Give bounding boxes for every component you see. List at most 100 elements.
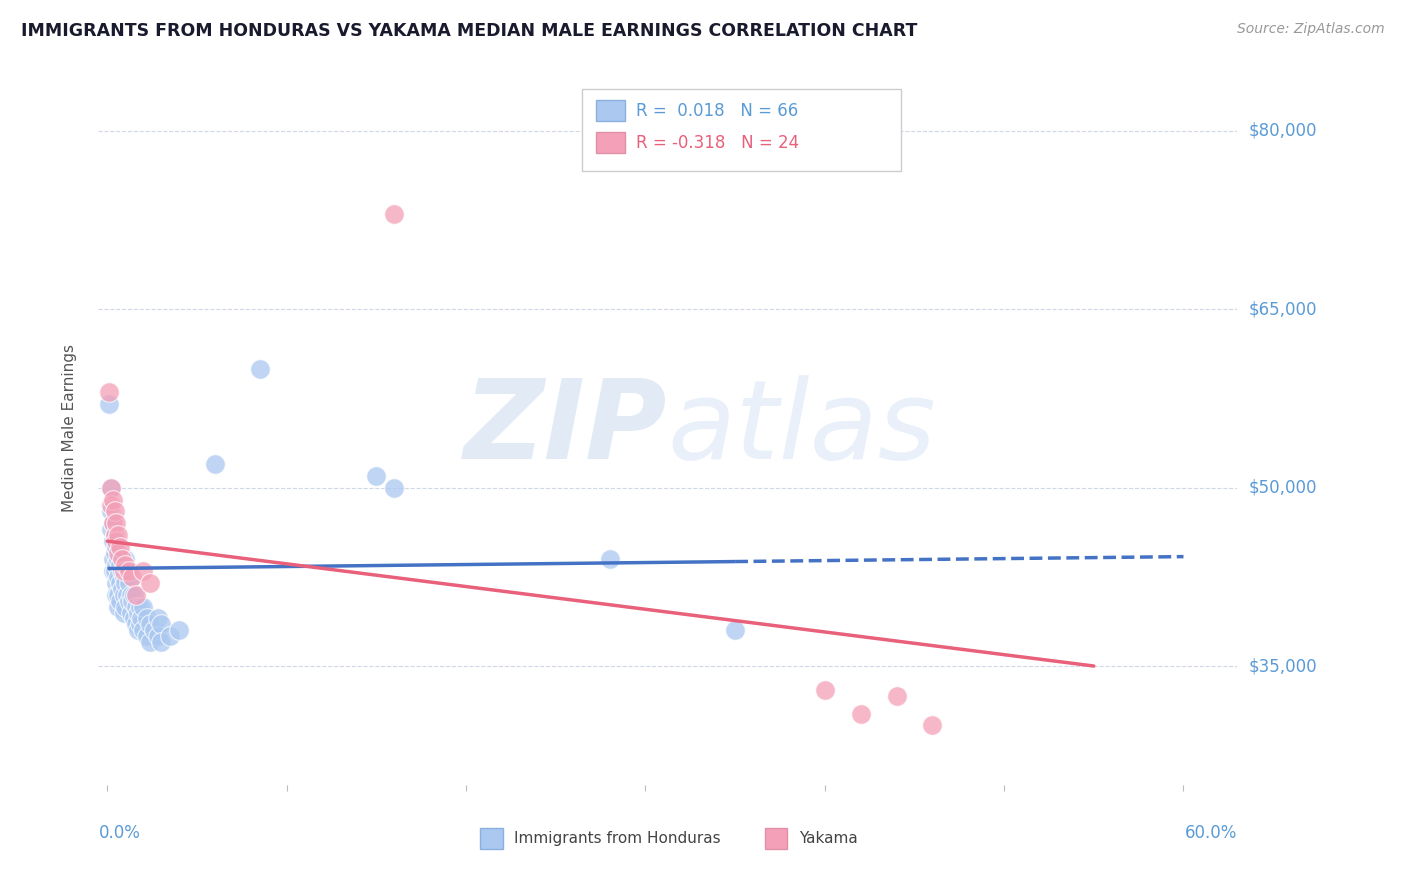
Point <box>107 528 129 542</box>
Point <box>103 546 125 560</box>
Point <box>120 588 142 602</box>
Point <box>101 564 124 578</box>
Text: $65,000: $65,000 <box>1249 301 1317 318</box>
Point <box>849 706 872 721</box>
Point <box>124 611 146 625</box>
Point <box>114 599 136 614</box>
Point <box>128 599 150 614</box>
Point <box>105 540 128 554</box>
Point <box>128 617 150 632</box>
Point <box>143 624 166 638</box>
Point <box>114 558 136 572</box>
Point <box>366 468 388 483</box>
Point <box>135 611 157 625</box>
Y-axis label: Median Male Earnings: Median Male Earnings <box>62 344 77 512</box>
Point <box>101 516 124 531</box>
Point <box>125 588 148 602</box>
Point <box>112 588 135 602</box>
Point <box>107 588 129 602</box>
FancyBboxPatch shape <box>582 89 901 171</box>
Point <box>107 552 129 566</box>
Point <box>103 528 125 542</box>
Point <box>101 516 124 531</box>
Point <box>105 588 128 602</box>
Point <box>108 558 131 572</box>
Point <box>103 528 125 542</box>
Bar <box>479 828 503 849</box>
Point <box>204 457 226 471</box>
Text: $80,000: $80,000 <box>1249 122 1317 140</box>
Point <box>135 629 157 643</box>
Point <box>382 481 405 495</box>
Point <box>112 564 135 578</box>
Bar <box>596 100 624 121</box>
Point <box>100 481 122 495</box>
Point <box>150 635 173 649</box>
Point <box>724 624 747 638</box>
Point <box>814 682 837 697</box>
Point <box>101 534 124 549</box>
Point <box>139 575 162 590</box>
Point <box>125 599 148 614</box>
Point <box>112 606 135 620</box>
Point <box>132 564 155 578</box>
Text: ZIP: ZIP <box>464 375 668 482</box>
Text: 60.0%: 60.0% <box>1185 824 1237 842</box>
Point <box>100 481 122 495</box>
Point <box>115 564 138 578</box>
Point <box>132 624 155 638</box>
Point <box>125 617 148 632</box>
Text: Immigrants from Honduras: Immigrants from Honduras <box>515 831 721 846</box>
Point <box>127 606 149 620</box>
Bar <box>596 132 624 153</box>
Point <box>108 575 131 590</box>
Point <box>131 611 153 625</box>
Point <box>98 385 121 400</box>
Text: R =  0.018   N = 66: R = 0.018 N = 66 <box>636 102 799 120</box>
Point <box>139 617 162 632</box>
Point <box>150 617 173 632</box>
Point <box>159 629 181 643</box>
Point <box>127 624 149 638</box>
Text: $35,000: $35,000 <box>1249 657 1317 675</box>
Point <box>111 582 134 596</box>
Point <box>107 599 129 614</box>
Text: IMMIGRANTS FROM HONDURAS VS YAKAMA MEDIAN MALE EARNINGS CORRELATION CHART: IMMIGRANTS FROM HONDURAS VS YAKAMA MEDIA… <box>21 22 918 40</box>
Point <box>118 564 141 578</box>
Point <box>108 540 131 554</box>
Point <box>105 516 128 531</box>
Point <box>103 564 125 578</box>
Point <box>120 606 142 620</box>
Point <box>101 492 124 507</box>
Point <box>98 397 121 411</box>
Point <box>100 499 122 513</box>
Point <box>105 575 128 590</box>
Point <box>249 361 271 376</box>
Point <box>146 611 169 625</box>
Text: 0.0%: 0.0% <box>98 824 141 842</box>
Point <box>121 570 143 584</box>
Point <box>118 575 141 590</box>
Point <box>101 552 124 566</box>
Point <box>146 629 169 643</box>
Point <box>107 570 129 584</box>
Point <box>112 570 135 584</box>
Point <box>107 546 129 560</box>
Point <box>100 522 122 536</box>
Point <box>921 718 943 732</box>
Point <box>132 599 155 614</box>
Point <box>118 593 141 607</box>
Point <box>382 207 405 221</box>
Point <box>124 588 146 602</box>
Point <box>105 534 128 549</box>
Point <box>167 624 190 638</box>
Point <box>105 558 128 572</box>
Point <box>108 593 131 607</box>
Point <box>103 504 125 518</box>
Text: R = -0.318   N = 24: R = -0.318 N = 24 <box>636 134 799 152</box>
Point <box>111 564 134 578</box>
Text: atlas: atlas <box>668 375 936 482</box>
Text: Yakama: Yakama <box>799 831 858 846</box>
Point <box>121 593 143 607</box>
Point <box>599 552 621 566</box>
